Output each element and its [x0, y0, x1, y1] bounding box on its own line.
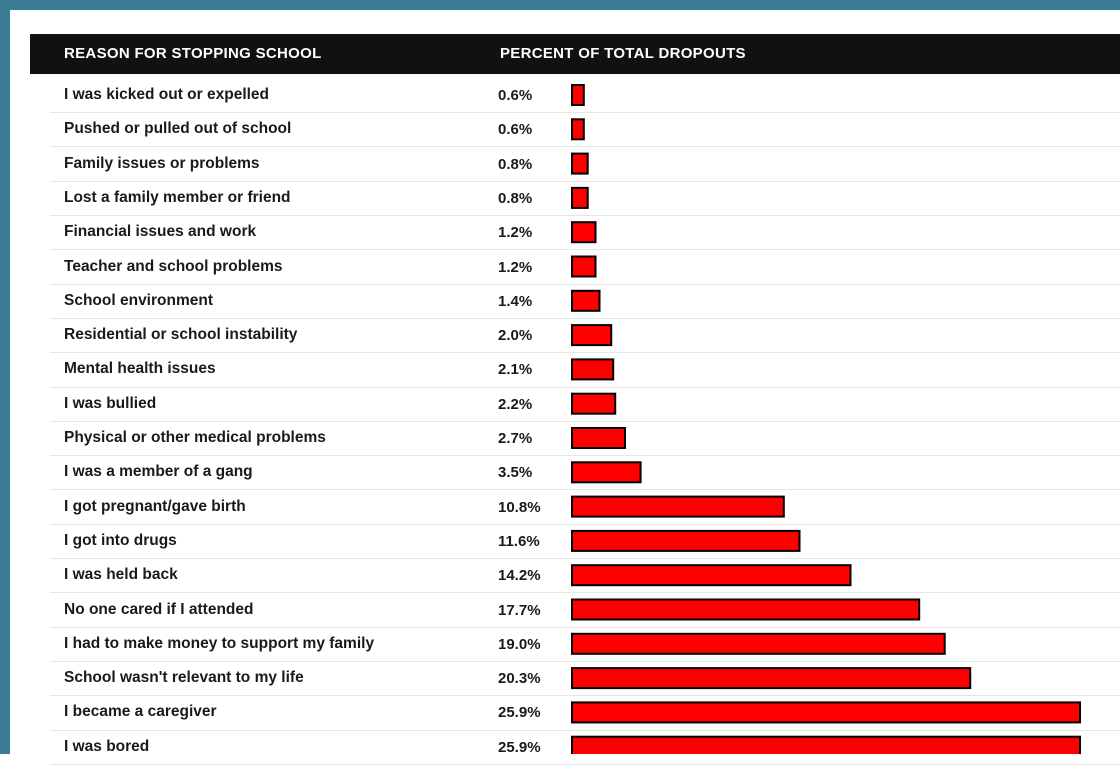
row-divider — [50, 455, 1120, 456]
percent-value-label: 3.5% — [498, 464, 533, 481]
category-label: I had to make money to support my family — [64, 635, 375, 652]
percent-value-label: 2.2% — [498, 396, 533, 413]
bar — [571, 564, 852, 587]
row-divider — [50, 352, 1120, 353]
percent-value-label: 0.8% — [498, 190, 533, 207]
percent-value-label: 25.9% — [498, 739, 541, 756]
row-divider — [50, 284, 1120, 285]
category-label: I got pregnant/gave birth — [64, 498, 246, 515]
row-divider — [50, 489, 1120, 490]
category-label: Mental health issues — [64, 360, 216, 377]
row-divider — [50, 112, 1120, 113]
percent-value-label: 0.6% — [498, 121, 533, 138]
category-label: Family issues or problems — [64, 155, 260, 172]
category-label: Lost a family member or friend — [64, 189, 291, 206]
bar — [571, 667, 972, 690]
row-divider — [50, 146, 1120, 147]
row-divider — [50, 249, 1120, 250]
bar — [571, 84, 585, 106]
category-label: I was bullied — [64, 395, 157, 412]
category-label: School environment — [64, 292, 213, 309]
row-divider — [50, 215, 1120, 216]
bar — [571, 186, 589, 209]
row-divider — [50, 695, 1120, 696]
percent-value-label: 19.0% — [498, 636, 541, 653]
bar — [571, 632, 946, 655]
bar — [571, 152, 589, 175]
category-label: I was a member of a gang — [64, 463, 253, 480]
category-label: Teacher and school problems — [64, 258, 283, 275]
bar — [571, 427, 626, 449]
bar — [571, 255, 597, 278]
category-label: I got into drugs — [64, 532, 177, 549]
bar — [571, 701, 1081, 724]
bar — [571, 324, 613, 347]
category-label: I was bored — [64, 738, 150, 755]
row-divider — [50, 318, 1120, 319]
category-label: Pushed or pulled out of school — [64, 120, 292, 137]
category-label: Financial issues and work — [64, 223, 257, 240]
category-label: I was held back — [64, 566, 178, 583]
percent-value-label: 1.2% — [498, 259, 533, 276]
row-divider — [50, 181, 1120, 182]
percent-value-label: 11.6% — [498, 533, 540, 550]
bar — [571, 495, 785, 518]
bar — [571, 221, 597, 244]
bar — [571, 598, 921, 621]
row-divider — [50, 661, 1120, 662]
bar — [571, 118, 585, 141]
row-divider — [50, 730, 1120, 731]
reason-column-header: REASON FOR STOPPING SCHOOL — [64, 45, 322, 62]
category-label: School wasn't relevant to my life — [64, 669, 304, 686]
percent-value-label: 2.0% — [498, 327, 533, 344]
percent-value-label: 10.8% — [498, 499, 541, 516]
row-divider — [50, 387, 1120, 388]
row-divider — [50, 627, 1120, 628]
row-divider — [50, 592, 1120, 593]
row-divider — [50, 558, 1120, 559]
bar — [571, 461, 642, 484]
row-divider — [50, 421, 1120, 422]
category-label: I became a caregiver — [64, 703, 217, 720]
bar — [571, 529, 801, 552]
category-label: Residential or school instability — [64, 326, 298, 343]
percent-value-label: 2.7% — [498, 430, 533, 447]
row-divider — [50, 524, 1120, 525]
bar — [571, 735, 1081, 754]
percent-value-label: 2.1% — [498, 361, 533, 378]
percent-value-label: 0.6% — [498, 87, 533, 104]
category-label: No one cared if I attended — [64, 601, 254, 618]
category-label: Physical or other medical problems — [64, 429, 326, 446]
category-label: I was kicked out or expelled — [64, 86, 270, 103]
percent-value-label: 25.9% — [498, 704, 541, 721]
bar — [571, 392, 617, 415]
bar — [571, 289, 601, 312]
table-header: REASON FOR STOPPING SCHOOL PERCENT OF TO… — [30, 34, 1120, 74]
percent-value-label: 1.2% — [498, 224, 533, 241]
percent-value-label: 0.8% — [498, 156, 533, 173]
percent-value-label: 1.4% — [498, 293, 533, 310]
percent-value-label: 17.7% — [498, 602, 541, 619]
percent-value-label: 20.3% — [498, 670, 541, 687]
percent-value-label: 14.2% — [498, 567, 541, 584]
percent-column-header: PERCENT OF TOTAL DROPOUTS — [500, 45, 746, 62]
bar — [571, 358, 615, 381]
